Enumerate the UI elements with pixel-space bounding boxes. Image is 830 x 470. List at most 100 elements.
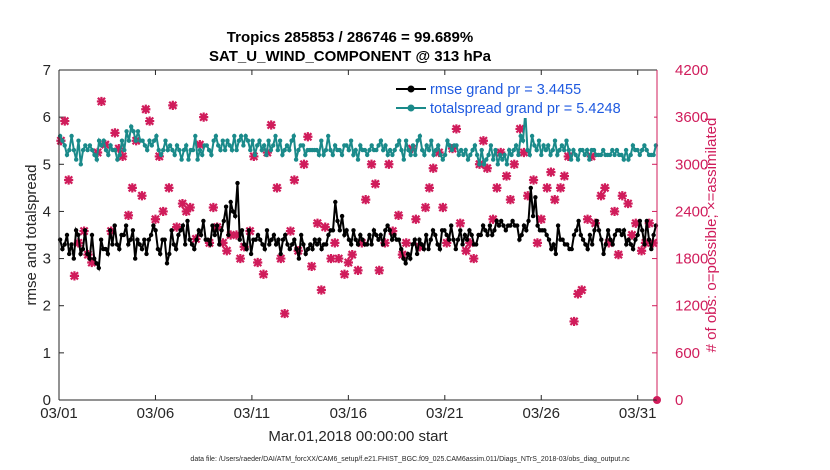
rmse-point (110, 242, 115, 247)
obs-assimilated-point (289, 175, 299, 185)
totalspread-point (378, 138, 384, 143)
totalspread-point (403, 138, 409, 143)
totalspread-point (408, 152, 413, 158)
rmse-point (510, 218, 515, 224)
rmse-point (135, 237, 140, 242)
y-left-tick-label: 1 (43, 345, 51, 362)
x-axis: 03/01 03/06 03/11 03/16 03/21 03/26 03/31 (40, 70, 656, 422)
obs-assimilated-point (118, 151, 128, 162)
totalspread-point (74, 157, 79, 162)
rmse-point (460, 242, 465, 247)
rmse-point (144, 251, 149, 257)
obs-assimilated-point (559, 171, 570, 181)
rmse-point (335, 218, 340, 224)
totalspread-point (316, 152, 322, 158)
rmse-point (73, 228, 79, 233)
totalspread-point (108, 143, 113, 148)
obs-assimilated-point (218, 238, 228, 248)
obs-assimilated-point (195, 140, 205, 150)
rmse-point (76, 232, 81, 238)
totalspread-point (225, 138, 230, 143)
obs-assimilated-point (110, 128, 120, 138)
rmse-point (137, 242, 142, 247)
rmse-point (555, 223, 561, 228)
obs-assimilated-point (523, 191, 533, 201)
rmse-point (98, 237, 104, 242)
obs-assimilated-point (293, 246, 303, 256)
rmse-point (583, 242, 588, 247)
totalspread-point (440, 157, 445, 162)
totalspread-point (67, 147, 72, 153)
rmse-point (148, 232, 154, 238)
totalspread-point (119, 138, 125, 143)
totalspread-point (511, 147, 516, 153)
totalspread-point (83, 143, 88, 148)
totalspread-point (580, 147, 585, 153)
totalspread-point (504, 162, 510, 167)
obs-assimilated-point (420, 202, 431, 213)
totalspread-point (273, 133, 278, 139)
totalspread-point (344, 143, 349, 148)
rmse-point (339, 213, 345, 219)
y-left-tick-label: 5 (43, 156, 51, 173)
rmse-point (642, 242, 647, 247)
rmse-point (278, 251, 283, 257)
rmse-point (569, 246, 574, 252)
totalspread-point (465, 157, 471, 162)
rmse-point (455, 237, 461, 242)
totalspread-point (303, 152, 308, 158)
obs-assimilated-point (438, 202, 448, 213)
y-left-tick-label: 6 (43, 109, 51, 126)
totalspread-point (112, 147, 118, 153)
obs-assimilated-point (181, 206, 191, 217)
obs-assimilated-point (546, 167, 556, 177)
totalspread-point (621, 157, 626, 162)
totalspread-point (71, 147, 77, 153)
obs-assimilated-point (114, 143, 124, 154)
x-tick-label: 03/16 (330, 405, 368, 422)
totalspread-point (365, 152, 370, 158)
totalspread-point (264, 152, 269, 158)
rmse-point (173, 246, 179, 252)
y-axis-left-label: rmse and totalspread (23, 165, 40, 306)
rmse-point (287, 246, 292, 252)
obs-assimilated-point (235, 253, 245, 264)
rmse-point (560, 237, 565, 242)
x-tick-label: 03/01 (40, 405, 78, 422)
rmse-point (464, 237, 470, 242)
rmse-point (549, 246, 554, 252)
obs-assimilated-point (380, 238, 390, 248)
obs-assimilated-point (199, 112, 209, 122)
rmse-point (608, 237, 613, 242)
rmse-point (196, 228, 201, 233)
rmse-point (590, 242, 595, 247)
totalspread-point (300, 143, 306, 148)
rmse-point (210, 223, 215, 228)
rmse-point (360, 237, 365, 242)
obs-assimilated-point (563, 151, 573, 162)
rmse-point (212, 232, 217, 238)
rmse-point (587, 232, 593, 238)
rmse-point (412, 237, 417, 242)
totalspread-point (145, 147, 150, 153)
y-right-tick-label: 3000 (675, 156, 708, 173)
totalspread-point (284, 143, 290, 148)
totalspread-point (362, 147, 368, 153)
totalspread-point (479, 147, 484, 153)
obs-assimilated-point (604, 238, 614, 248)
totalspread-point (543, 147, 549, 153)
rmse-point (255, 232, 261, 238)
totalspread-point (390, 152, 395, 158)
totalspread-point (518, 133, 523, 139)
rmse-point (485, 232, 490, 238)
obs-assimilated-point (609, 206, 620, 217)
rmse-point (380, 242, 386, 247)
totalspread-point (229, 147, 235, 153)
obs-assimilated-point (528, 175, 539, 185)
rmse-point (276, 237, 281, 242)
rmse-point (80, 246, 86, 252)
totalspread-point (117, 152, 122, 158)
totalspread-point (468, 152, 473, 158)
totalspread-point (252, 152, 258, 158)
obs-assimilated-point (60, 116, 70, 126)
